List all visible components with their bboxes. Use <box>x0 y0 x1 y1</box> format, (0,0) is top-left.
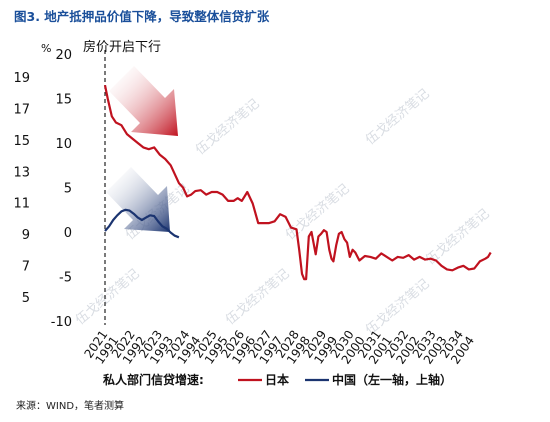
figure-title: 图3. 地产抵押品价值下降，导致整体信贷扩张 <box>14 9 270 24</box>
legend-label-china: 中国（左一轴，上轴） <box>332 372 452 387</box>
annotation-label: 房价开启下行 <box>83 39 161 55</box>
left-tick-label: 9 <box>22 228 30 243</box>
left-tick-label: 19 <box>13 71 30 86</box>
right-tick-label: 0 <box>64 226 72 241</box>
watermark-text: 伍戈经济笔记 <box>222 266 292 328</box>
watermark-text: 伍戈经济笔记 <box>72 266 142 328</box>
series-line-china <box>104 208 180 239</box>
watermark-text: 伍戈经济笔记 <box>192 96 262 158</box>
left-tick-label: 17 <box>13 102 30 117</box>
watermark-text: 伍戈经济笔记 <box>362 86 432 148</box>
left-tick-label: 7 <box>22 260 30 275</box>
right-tick-label: 5 <box>64 182 72 197</box>
left-tick-label: 11 <box>13 197 30 212</box>
legend-label-japan: 日本 <box>265 372 289 387</box>
red-down-arrow <box>109 66 178 136</box>
left-tick-label: 15 <box>13 134 30 149</box>
left-tick-label: 5 <box>22 291 30 306</box>
series-line-japan <box>103 84 492 281</box>
x-axis: 2021202220232024202520262027202820292030… <box>81 328 477 367</box>
right-tick-label: 10 <box>55 137 72 152</box>
right-axis: 20 15 10 5 0 -5 -10 <box>51 48 72 330</box>
blue-down-arrow <box>106 167 170 232</box>
source-note: 来源：WIND，笔者测算 <box>16 401 125 412</box>
right-tick-label: -5 <box>59 271 72 286</box>
left-tick-label: 13 <box>13 165 30 180</box>
legend-title: 私人部门信贷增速: <box>102 372 204 387</box>
left-axis: 19 17 15 13 11 9 7 5 <box>13 71 30 306</box>
right-tick-label: 15 <box>55 93 72 108</box>
right-tick-label: 20 <box>55 48 72 63</box>
right-tick-label: -10 <box>51 315 72 330</box>
legend: 私人部门信贷增速: 日本 中国（左一轴，上轴） <box>102 372 452 387</box>
y-unit-label: % <box>41 42 51 55</box>
